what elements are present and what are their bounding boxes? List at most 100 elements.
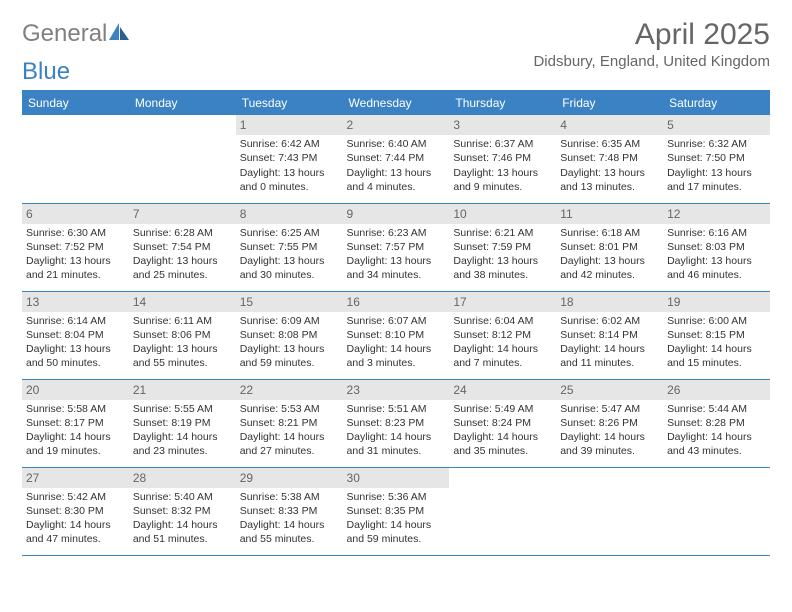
sunrise-line: Sunrise: 5:55 AM [133,402,232,416]
day-number: 20 [22,380,129,400]
day-number: 29 [236,468,343,488]
sunrise-line: Sunrise: 6:14 AM [26,314,125,328]
calendar-empty-cell [449,467,556,555]
day-number: 3 [449,115,556,135]
sunset-line: Sunset: 8:19 PM [133,416,232,430]
daylight-line: Daylight: 14 hours and 59 minutes. [347,518,446,546]
sunset-line: Sunset: 7:59 PM [453,240,552,254]
calendar-day-cell: 7Sunrise: 6:28 AMSunset: 7:54 PMDaylight… [129,203,236,291]
calendar-day-cell: 24Sunrise: 5:49 AMSunset: 8:24 PMDayligh… [449,379,556,467]
day-details: Sunrise: 6:30 AMSunset: 7:52 PMDaylight:… [26,226,125,283]
day-details: Sunrise: 6:04 AMSunset: 8:12 PMDaylight:… [453,314,552,371]
calendar-day-cell: 18Sunrise: 6:02 AMSunset: 8:14 PMDayligh… [556,291,663,379]
calendar-day-cell: 16Sunrise: 6:07 AMSunset: 8:10 PMDayligh… [343,291,450,379]
day-details: Sunrise: 5:49 AMSunset: 8:24 PMDaylight:… [453,402,552,459]
day-details: Sunrise: 6:23 AMSunset: 7:57 PMDaylight:… [347,226,446,283]
sunset-line: Sunset: 8:24 PM [453,416,552,430]
daylight-line: Daylight: 14 hours and 11 minutes. [560,342,659,370]
sunrise-line: Sunrise: 5:40 AM [133,490,232,504]
sunset-line: Sunset: 8:28 PM [667,416,766,430]
daylight-line: Daylight: 14 hours and 55 minutes. [240,518,339,546]
day-header: Wednesday [343,91,450,116]
day-details: Sunrise: 6:02 AMSunset: 8:14 PMDaylight:… [560,314,659,371]
sunset-line: Sunset: 7:48 PM [560,151,659,165]
sunset-line: Sunset: 7:50 PM [667,151,766,165]
calendar-day-cell: 23Sunrise: 5:51 AMSunset: 8:23 PMDayligh… [343,379,450,467]
title-block: April 2025 Didsbury, England, United Kin… [533,18,770,70]
logo-text-gray: General [22,22,107,46]
sunset-line: Sunset: 7:43 PM [240,151,339,165]
calendar-day-cell: 5Sunrise: 6:32 AMSunset: 7:50 PMDaylight… [663,115,770,203]
day-number: 7 [129,204,236,224]
day-number: 12 [663,204,770,224]
calendar-empty-cell [556,467,663,555]
daylight-line: Daylight: 14 hours and 23 minutes. [133,430,232,458]
day-details: Sunrise: 5:38 AMSunset: 8:33 PMDaylight:… [240,490,339,547]
calendar-day-cell: 4Sunrise: 6:35 AMSunset: 7:48 PMDaylight… [556,115,663,203]
sunrise-line: Sunrise: 5:42 AM [26,490,125,504]
logo-text-blue: Blue [22,60,70,84]
day-number: 9 [343,204,450,224]
calendar-day-cell: 19Sunrise: 6:00 AMSunset: 8:15 PMDayligh… [663,291,770,379]
calendar-header-row: SundayMondayTuesdayWednesdayThursdayFrid… [22,91,770,116]
day-details: Sunrise: 5:51 AMSunset: 8:23 PMDaylight:… [347,402,446,459]
day-details: Sunrise: 5:36 AMSunset: 8:35 PMDaylight:… [347,490,446,547]
calendar-week-row: 27Sunrise: 5:42 AMSunset: 8:30 PMDayligh… [22,467,770,555]
day-number: 13 [22,292,129,312]
daylight-line: Daylight: 14 hours and 19 minutes. [26,430,125,458]
sunrise-line: Sunrise: 6:11 AM [133,314,232,328]
sunset-line: Sunset: 7:54 PM [133,240,232,254]
daylight-line: Daylight: 14 hours and 47 minutes. [26,518,125,546]
sunset-line: Sunset: 8:06 PM [133,328,232,342]
calendar-day-cell: 9Sunrise: 6:23 AMSunset: 7:57 PMDaylight… [343,203,450,291]
day-number: 14 [129,292,236,312]
calendar-day-cell: 17Sunrise: 6:04 AMSunset: 8:12 PMDayligh… [449,291,556,379]
sunset-line: Sunset: 8:03 PM [667,240,766,254]
day-details: Sunrise: 6:18 AMSunset: 8:01 PMDaylight:… [560,226,659,283]
calendar-day-cell: 22Sunrise: 5:53 AMSunset: 8:21 PMDayligh… [236,379,343,467]
day-number: 8 [236,204,343,224]
day-details: Sunrise: 6:14 AMSunset: 8:04 PMDaylight:… [26,314,125,371]
calendar-day-cell: 30Sunrise: 5:36 AMSunset: 8:35 PMDayligh… [343,467,450,555]
day-number: 26 [663,380,770,400]
daylight-line: Daylight: 13 hours and 46 minutes. [667,254,766,282]
daylight-line: Daylight: 13 hours and 42 minutes. [560,254,659,282]
sunrise-line: Sunrise: 6:42 AM [240,137,339,151]
daylight-line: Daylight: 14 hours and 27 minutes. [240,430,339,458]
day-number: 19 [663,292,770,312]
sunrise-line: Sunrise: 6:07 AM [347,314,446,328]
sunrise-line: Sunrise: 6:00 AM [667,314,766,328]
sunrise-line: Sunrise: 6:09 AM [240,314,339,328]
daylight-line: Daylight: 14 hours and 51 minutes. [133,518,232,546]
day-header: Monday [129,91,236,116]
calendar-day-cell: 29Sunrise: 5:38 AMSunset: 8:33 PMDayligh… [236,467,343,555]
daylight-line: Daylight: 14 hours and 43 minutes. [667,430,766,458]
day-number: 21 [129,380,236,400]
sunrise-line: Sunrise: 5:49 AM [453,402,552,416]
sunset-line: Sunset: 8:10 PM [347,328,446,342]
sunset-line: Sunset: 8:12 PM [453,328,552,342]
sunrise-line: Sunrise: 6:25 AM [240,226,339,240]
daylight-line: Daylight: 14 hours and 39 minutes. [560,430,659,458]
day-details: Sunrise: 6:42 AMSunset: 7:43 PMDaylight:… [240,137,339,194]
calendar-day-cell: 1Sunrise: 6:42 AMSunset: 7:43 PMDaylight… [236,115,343,203]
day-number: 30 [343,468,450,488]
calendar-day-cell: 2Sunrise: 6:40 AMSunset: 7:44 PMDaylight… [343,115,450,203]
daylight-line: Daylight: 14 hours and 15 minutes. [667,342,766,370]
day-number: 15 [236,292,343,312]
daylight-line: Daylight: 13 hours and 21 minutes. [26,254,125,282]
daylight-line: Daylight: 13 hours and 13 minutes. [560,166,659,194]
calendar-day-cell: 20Sunrise: 5:58 AMSunset: 8:17 PMDayligh… [22,379,129,467]
sunrise-line: Sunrise: 6:40 AM [347,137,446,151]
calendar-day-cell: 3Sunrise: 6:37 AMSunset: 7:46 PMDaylight… [449,115,556,203]
day-details: Sunrise: 5:42 AMSunset: 8:30 PMDaylight:… [26,490,125,547]
day-details: Sunrise: 6:21 AMSunset: 7:59 PMDaylight:… [453,226,552,283]
sunrise-line: Sunrise: 6:23 AM [347,226,446,240]
day-number: 1 [236,115,343,135]
sunset-line: Sunset: 8:30 PM [26,504,125,518]
calendar-day-cell: 25Sunrise: 5:47 AMSunset: 8:26 PMDayligh… [556,379,663,467]
sunset-line: Sunset: 8:08 PM [240,328,339,342]
sunrise-line: Sunrise: 5:53 AM [240,402,339,416]
day-number: 18 [556,292,663,312]
sunrise-line: Sunrise: 6:37 AM [453,137,552,151]
